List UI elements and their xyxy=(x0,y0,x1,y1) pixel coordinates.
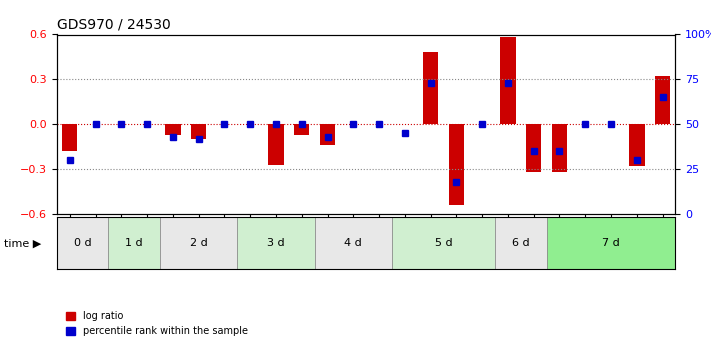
Text: 4 d: 4 d xyxy=(344,238,362,248)
FancyBboxPatch shape xyxy=(108,217,160,269)
Bar xyxy=(165,124,181,135)
Bar xyxy=(191,124,206,139)
FancyBboxPatch shape xyxy=(547,217,675,269)
Bar xyxy=(629,124,644,166)
FancyBboxPatch shape xyxy=(237,217,314,269)
Text: 7 d: 7 d xyxy=(602,238,620,248)
Bar xyxy=(423,52,438,124)
FancyBboxPatch shape xyxy=(495,217,547,269)
Text: time ▶: time ▶ xyxy=(4,238,41,248)
Text: 3 d: 3 d xyxy=(267,238,285,248)
Text: 0 d: 0 d xyxy=(74,238,92,248)
FancyBboxPatch shape xyxy=(160,217,237,269)
Bar xyxy=(552,124,567,172)
Legend: log ratio, percentile rank within the sample: log ratio, percentile rank within the sa… xyxy=(62,307,252,340)
Bar xyxy=(500,38,515,124)
Bar xyxy=(294,124,309,135)
Bar xyxy=(268,124,284,165)
Bar xyxy=(526,124,542,172)
Bar xyxy=(62,124,77,151)
Text: 5 d: 5 d xyxy=(434,238,452,248)
Bar xyxy=(320,124,336,145)
Bar xyxy=(449,124,464,205)
FancyBboxPatch shape xyxy=(57,217,108,269)
FancyBboxPatch shape xyxy=(392,217,495,269)
Text: GDS970 / 24530: GDS970 / 24530 xyxy=(57,17,171,31)
FancyBboxPatch shape xyxy=(314,217,392,269)
Bar xyxy=(655,76,670,124)
Text: 1 d: 1 d xyxy=(125,238,143,248)
Text: 2 d: 2 d xyxy=(190,238,208,248)
Text: 6 d: 6 d xyxy=(512,238,530,248)
